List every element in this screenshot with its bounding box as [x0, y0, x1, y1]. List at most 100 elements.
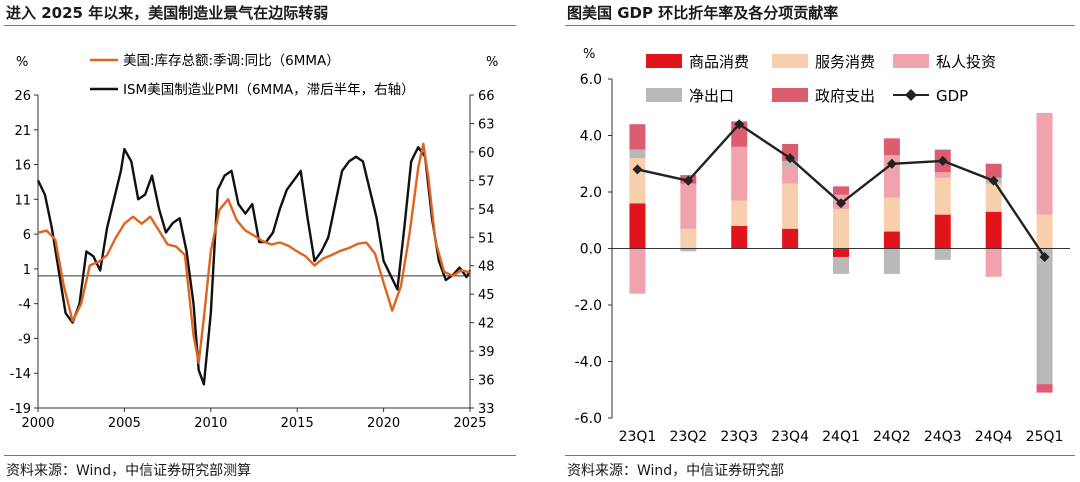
left-line-chart: % % 26 21 16 11 6 1 -4 -9 -14 -19 66 63 60 57 54 51 48 45 42…: [10, 53, 499, 431]
y-tick-label: -4.0: [575, 355, 602, 371]
bar-segment: [833, 186, 849, 195]
right-tick-label: 42: [478, 317, 495, 332]
x-tick-label: 2010: [194, 416, 227, 431]
bar-segment: [1036, 214, 1053, 249]
legend-label: 政府支出: [815, 87, 875, 105]
left-tick-label: 26: [14, 89, 31, 104]
legend-label: 服务消费: [815, 53, 875, 71]
x-tick-label: 2020: [367, 416, 400, 431]
left-tick-label: 16: [14, 159, 31, 174]
right-source-rule: [565, 455, 1075, 456]
left-tick-label: 11: [14, 193, 31, 208]
x-tick-label: 2000: [21, 416, 54, 431]
x-tick-label: 2025: [453, 416, 486, 431]
x-tick-label: 2015: [281, 416, 314, 431]
legend-label: 美国:库存总额:季调:同比（6MMA）: [123, 53, 340, 69]
bar-segment: [985, 183, 1002, 212]
left-source-rule: [4, 455, 516, 456]
left-panel-title: 进入 2025 年以来，美国制造业景气在边际转弱: [6, 4, 329, 22]
left-title-rule: [4, 25, 516, 26]
legend-swatch: [772, 54, 808, 68]
gdp-marker: [937, 155, 948, 166]
legend-label: 商品消费: [689, 53, 749, 71]
right-tick-label: 39: [478, 345, 495, 360]
bar-segment: [731, 200, 748, 226]
bar-segment: [680, 248, 697, 252]
category-label: 24Q2: [873, 429, 911, 445]
bar-segment: [782, 160, 799, 167]
bar-segment: [985, 163, 1002, 178]
legend-swatch: [646, 88, 682, 102]
bar-segment: [883, 138, 900, 156]
left-axis-unit: %: [16, 55, 28, 70]
bar-segment: [731, 225, 748, 249]
bar-segment: [1036, 112, 1053, 215]
right-panel-title: 图美国 GDP 环比折年率及各分项贡献率: [567, 4, 839, 22]
y-axis-unit: %: [583, 47, 595, 62]
category-label: 23Q1: [619, 429, 657, 445]
right-tick-label: 66: [478, 89, 495, 104]
bar-segment: [833, 256, 849, 274]
gdp-marker: [988, 175, 999, 186]
left-tick-label: 6: [23, 228, 31, 243]
gdp-marker: [632, 164, 643, 175]
category-label: 24Q4: [975, 429, 1013, 445]
bar-segment: [629, 149, 646, 159]
legend-label: GDP: [936, 87, 968, 105]
right-tick-label: 57: [478, 174, 495, 189]
right-source-note: 资料来源：Wind，中信证券研究部: [567, 463, 785, 479]
right-tick-label: 45: [478, 288, 495, 303]
right-tick-label: 36: [478, 374, 495, 389]
legend-gdp-marker: [905, 89, 917, 101]
right-tick-label: 63: [478, 117, 495, 132]
bar-segment: [629, 203, 646, 249]
category-label: 25Q1: [1026, 429, 1064, 445]
bar-segment: [680, 183, 697, 229]
right-tick-label: 33: [478, 402, 495, 417]
bar-segment: [782, 166, 799, 184]
inventory-series-line: [37, 142, 471, 364]
pmi-series-line: [36, 145, 472, 386]
bar-segment: [883, 197, 900, 232]
right-tick-label: 48: [478, 260, 495, 275]
left-tick-label: -19: [10, 402, 31, 417]
y-tick-label: -2.0: [575, 298, 602, 314]
y-tick-label: 0.0: [580, 242, 602, 258]
legend-label: 私人投资: [936, 53, 996, 71]
gdp-marker: [1039, 251, 1050, 262]
bar-segment: [985, 248, 1002, 277]
left-source-note: 资料来源：Wind，中信证券研究部测算: [6, 463, 252, 479]
bar-segment: [629, 124, 646, 150]
legend-swatch: [893, 54, 929, 68]
bar-segment: [833, 208, 849, 249]
bar-segment: [680, 228, 697, 249]
gdp-marker: [785, 153, 796, 164]
bar-segment: [985, 211, 1002, 249]
bar-segment: [883, 248, 900, 274]
gdp-marker: [683, 175, 694, 186]
left-tick-label: 1: [23, 263, 31, 278]
bar-segment: [629, 248, 646, 294]
bar-segment: [782, 183, 799, 229]
bar-segment: [731, 146, 748, 201]
legend-label: 净出口: [689, 87, 734, 105]
category-label: 24Q1: [822, 429, 860, 445]
left-tick-label: -4: [18, 298, 31, 313]
legend-label: ISM美国制造业PMI（6MMA，滞后半年，右轴）: [123, 82, 415, 98]
right-tick-label: 51: [478, 231, 495, 246]
bar-segment: [833, 248, 849, 257]
right-tick-label: 60: [478, 146, 495, 161]
y-tick-label: -6.0: [575, 411, 602, 427]
gdp-marker: [734, 119, 745, 130]
category-label: 24Q3: [924, 429, 962, 445]
right-tick-label: 54: [478, 203, 495, 218]
left-tick-label: 21: [14, 124, 31, 139]
bar-segment: [1036, 248, 1053, 385]
right-axis-unit: %: [486, 55, 498, 70]
bar-segment: [782, 228, 799, 249]
y-tick-label: 6.0: [580, 72, 602, 88]
gdp-marker: [836, 198, 846, 209]
left-tick-label: -14: [10, 367, 31, 382]
bar-segment: [934, 248, 951, 260]
